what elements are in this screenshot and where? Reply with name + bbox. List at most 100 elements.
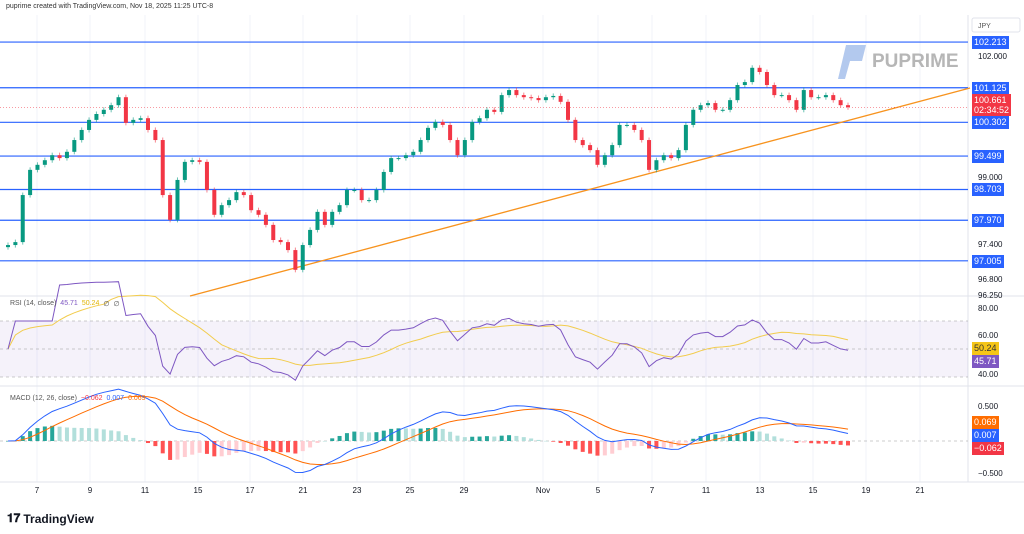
macd-histogram-bar	[492, 436, 497, 441]
candle-body	[514, 90, 519, 96]
candle-body	[801, 90, 806, 110]
trendline	[189, 87, 971, 297]
macd-histogram-bar	[411, 428, 416, 441]
macd-histogram-bar	[588, 441, 593, 454]
candle-body	[131, 119, 136, 123]
macd-histogram-bar	[507, 435, 512, 441]
candle-body	[809, 90, 814, 98]
candle-body	[411, 151, 416, 156]
macd-histogram-bar	[809, 441, 814, 444]
macd-histogram-bar	[846, 441, 850, 446]
macd-histogram-bar	[661, 441, 666, 449]
macd-histogram-bar	[448, 431, 453, 441]
candle-body	[543, 97, 548, 101]
macd-signal-line	[7, 395, 849, 465]
macd-histogram-bar	[146, 441, 150, 444]
level-price-label: 102.213	[972, 36, 1009, 50]
candle-body	[779, 95, 784, 97]
candle-body	[175, 179, 180, 220]
macd-histogram-bar	[831, 441, 836, 445]
candle-body	[757, 67, 762, 72]
candle-body	[396, 158, 401, 160]
candle-body	[588, 145, 593, 151]
price-tick-label: 99.000	[978, 173, 1003, 182]
level-price-label: 100.302	[972, 116, 1009, 130]
macd-histogram-bar	[79, 427, 84, 441]
candle-body	[683, 124, 688, 151]
x-tick-label: 11	[702, 486, 711, 495]
macd-histogram-bar	[219, 441, 224, 457]
macd-histogram-bar	[566, 441, 570, 446]
candle-body	[566, 101, 570, 120]
candle-body	[204, 161, 209, 191]
candle-body	[573, 119, 578, 141]
macd-hist-price-label: −0.062	[972, 442, 1004, 455]
macd-histogram-bar	[263, 441, 268, 452]
rsi-title: RSI (14, close)	[10, 300, 57, 307]
macd-histogram-bar	[551, 441, 556, 442]
candle-body	[558, 95, 563, 102]
candle-body	[227, 200, 232, 206]
macd-histogram-bar	[168, 441, 173, 460]
macd-histogram-bar	[175, 441, 180, 460]
candle-body	[101, 109, 106, 114]
macd-histogram-bar	[580, 441, 585, 452]
candle-body	[669, 155, 674, 159]
rsi-ma-value: 50.24	[81, 300, 100, 307]
candle-body	[42, 160, 47, 165]
level-price-label: 97.005	[972, 254, 1004, 268]
macd-histogram-bar	[20, 436, 25, 441]
price-tick-label: 96.800	[978, 275, 1003, 284]
rsi-price-label: 45.71	[972, 355, 999, 368]
rsi-ma-price-label: 50.24	[972, 342, 999, 355]
candle-body	[197, 160, 202, 162]
macd-value: 0.007	[106, 395, 125, 402]
tv-logo-text: TradingView	[23, 511, 94, 526]
macd-histogram-bar	[42, 426, 47, 441]
macd-tick-label: −0.500	[978, 469, 1003, 478]
macd-histogram-bar	[728, 434, 733, 441]
candle-body	[580, 140, 585, 146]
rsi-tick-label: 80.00	[978, 304, 999, 313]
candle-body	[315, 211, 320, 230]
candle-body	[57, 155, 62, 159]
macd-hist-value: −0.062	[80, 395, 103, 402]
candle-body	[160, 140, 165, 196]
macd-histogram-bar	[234, 441, 239, 453]
macd-histogram-bar	[249, 441, 254, 452]
candle-body	[462, 140, 467, 156]
rsi-line	[7, 281, 849, 381]
macd-histogram-bar	[418, 428, 423, 441]
tradingview-logo[interactable]: 𝟏𝟕 TradingView	[7, 511, 94, 526]
macd-histogram-bar	[484, 436, 489, 441]
candle-body	[359, 190, 364, 201]
macd-histogram-bar	[50, 425, 55, 441]
macd-histogram-bar	[403, 428, 408, 441]
candle-body	[529, 97, 534, 99]
macd-histogram-bar	[750, 431, 755, 441]
macd-histogram-bar	[543, 440, 548, 442]
macd-histogram-bar	[536, 439, 541, 441]
macd-histogram-bar	[352, 431, 357, 441]
candle-body	[831, 95, 836, 101]
macd-histogram-bar	[330, 438, 335, 441]
candle-body	[241, 192, 246, 196]
macd-histogram-bar	[204, 441, 209, 454]
candle-body	[344, 190, 349, 206]
candle-body	[153, 129, 158, 141]
macd-histogram-bar	[367, 432, 372, 441]
candle-body	[308, 229, 313, 246]
candle-body	[28, 169, 33, 196]
macd-histogram-bar	[676, 441, 681, 447]
macd-histogram-bar	[794, 441, 799, 443]
macd-histogram-bar	[455, 435, 460, 441]
x-tick-label: 7	[650, 486, 655, 495]
candle-body	[676, 150, 681, 159]
candle-body	[249, 195, 254, 211]
macd-histogram-bar	[322, 440, 327, 442]
candle-body	[764, 72, 769, 86]
watermark-text: PUPRIME	[872, 51, 959, 72]
price-tick-label: 97.400	[978, 240, 1003, 249]
rsi-tick-label: 60.00	[978, 331, 999, 340]
